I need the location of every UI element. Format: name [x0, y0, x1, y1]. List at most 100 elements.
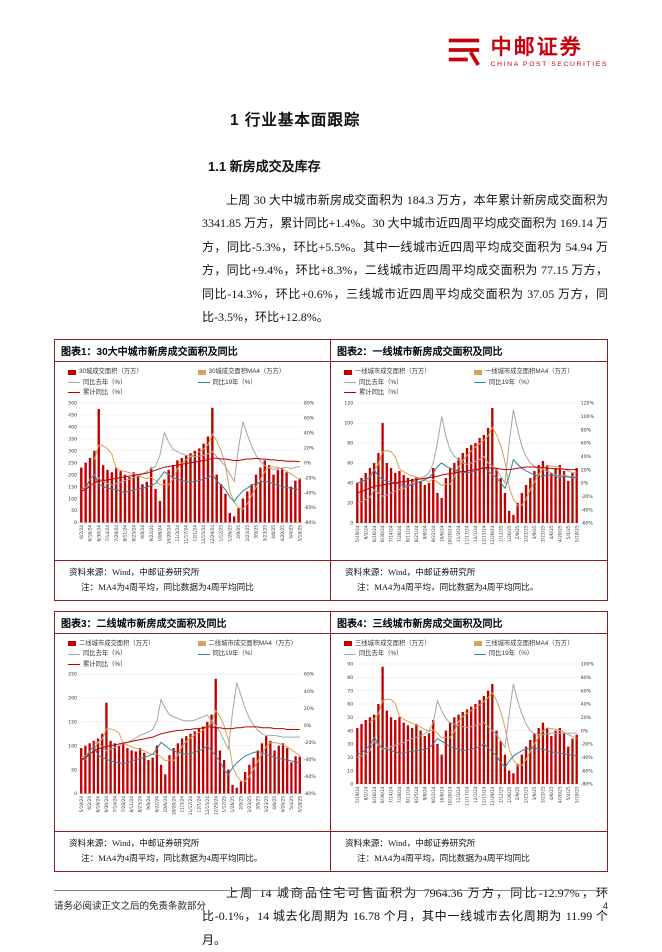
svg-text:3/9/25: 3/9/25 [254, 524, 260, 538]
svg-text:0: 0 [350, 781, 353, 787]
legend-label: 同比19年（%） [212, 650, 257, 658]
chart-table-top: 图表1：30大中城市新房成交面积及同比 图表2：一线城市新房成交面积及同比 30… [54, 339, 608, 601]
svg-text:150: 150 [68, 720, 77, 726]
svg-text:80: 80 [347, 675, 353, 681]
svg-text:20: 20 [347, 755, 353, 761]
svg-text:10/6/24: 10/6/24 [158, 524, 164, 541]
svg-text:2/9/25: 2/9/25 [239, 796, 245, 810]
legend-item: 同比19年（%） [474, 649, 604, 658]
svg-text:200: 200 [68, 472, 77, 478]
section-title: 1 行业基本面跟踪 [230, 112, 361, 129]
svg-text:9/22/24: 9/22/24 [431, 525, 437, 542]
body-paragraph-1: 上周 30 大中城市新房成交面积为 184.3 万方，本年累计新房成交面积为 3… [202, 193, 608, 324]
svg-text:50: 50 [347, 715, 353, 721]
svg-text:1/26/25: 1/26/25 [507, 786, 513, 803]
svg-text:12/1/24: 12/1/24 [473, 786, 479, 803]
svg-text:200: 200 [68, 696, 77, 702]
legend-label: 累计同比（%） [359, 389, 403, 397]
svg-text:20%: 20% [581, 715, 592, 721]
svg-text:7/28/24: 7/28/24 [397, 525, 403, 542]
svg-text:100: 100 [68, 744, 77, 750]
legend-item: 累计同比（%） [68, 388, 198, 397]
svg-text:10/6/24: 10/6/24 [439, 525, 445, 542]
svg-text:9/8/24: 9/8/24 [422, 786, 428, 800]
svg-text:12/15/24: 12/15/24 [481, 786, 487, 806]
legend-label: 同比去年（%） [83, 650, 127, 658]
svg-text:500: 500 [68, 400, 77, 406]
chart-footnote-4: 资料来源：Wind，中邮证券研究所 注：MA4为4周平均，同比数据为4周平均同比 [331, 830, 607, 871]
svg-text:-20%: -20% [304, 475, 317, 481]
legend-item: 三线城市成交面积MA4（万方） [474, 639, 604, 648]
svg-text:8/11/24: 8/11/24 [406, 525, 412, 542]
svg-text:-40%: -40% [581, 507, 594, 513]
svg-text:11/17/24: 11/17/24 [188, 796, 194, 816]
svg-text:1/12/25: 1/12/25 [498, 525, 504, 542]
svg-text:450: 450 [68, 412, 77, 418]
svg-text:11/17/24: 11/17/24 [465, 525, 471, 545]
svg-text:9/8/24: 9/8/24 [422, 525, 428, 539]
chart-cell-4: 三线城市成交面积（万方） 三线城市成交面积MA4（万方） 同比去年（%） 同比19年（… [331, 633, 607, 831]
svg-text:50: 50 [71, 767, 77, 773]
svg-text:100: 100 [68, 496, 77, 502]
svg-text:40%: 40% [304, 689, 315, 695]
svg-text:0: 0 [74, 791, 77, 797]
legend-swatch [344, 641, 352, 647]
svg-text:10/6/24: 10/6/24 [163, 796, 169, 813]
svg-text:4/20/25: 4/20/25 [557, 786, 563, 803]
legend-swatch [197, 369, 206, 375]
chart-svg-2: 0 50 100 150 200 250 -80% -60% -40% -20% 0% 20% 40% 6… [68, 672, 317, 816]
svg-text:300: 300 [68, 448, 77, 454]
svg-text:-60%: -60% [581, 768, 594, 774]
svg-text:12/15/24: 12/15/24 [201, 524, 207, 544]
legend-item: 三线城市成交面积（万方） [344, 639, 474, 648]
page-number: 4 [602, 901, 608, 912]
svg-text:12/1/24: 12/1/24 [192, 524, 198, 541]
svg-text:2/9/25: 2/9/25 [515, 525, 521, 539]
svg-text:7/28/24: 7/28/24 [114, 524, 120, 541]
svg-text:6/16/24: 6/16/24 [372, 525, 378, 542]
svg-text:10/20/24: 10/20/24 [448, 525, 454, 545]
svg-text:0: 0 [350, 520, 353, 526]
brand-logo-icon [445, 31, 483, 74]
legend-item: 累计同比（%） [68, 660, 198, 669]
svg-text:1/12/25: 1/12/25 [222, 796, 228, 813]
svg-text:6/30/24: 6/30/24 [380, 525, 386, 542]
svg-text:0%: 0% [581, 728, 589, 734]
svg-text:100: 100 [344, 420, 353, 426]
legend-swatch [68, 663, 80, 665]
svg-text:-80%: -80% [304, 791, 317, 797]
chart-footnote-3: 资料来源：Wind，中邮证券研究所 注：MA4为4周平均，同比数据为4周平均同比… [55, 830, 331, 871]
chart-legend-0: 30城成交面积（万方） 30城成交面积MA4（万方） 同比去年（%） 同比19年（%）… [56, 364, 329, 398]
svg-text:80: 80 [347, 440, 353, 446]
legend-label: 同比去年（%） [359, 378, 403, 386]
svg-text:12/29/24: 12/29/24 [490, 525, 496, 545]
legend-label: 一线城市成交面积（万方） [355, 368, 431, 376]
svg-text:5/19/24: 5/19/24 [79, 796, 85, 813]
svg-text:0: 0 [74, 520, 77, 526]
chart-legend-1: 一线城市成交面积（万方） 一线城市成交面积MA4（万方） 同比去年（%） 同比19年（… [332, 364, 606, 398]
svg-text:0%: 0% [304, 723, 312, 729]
svg-text:2/23/25: 2/23/25 [247, 796, 253, 813]
svg-text:7/14/24: 7/14/24 [389, 786, 395, 803]
svg-text:3/9/25: 3/9/25 [532, 525, 538, 539]
svg-text:70: 70 [347, 688, 353, 694]
svg-text:3/23/25: 3/23/25 [541, 525, 547, 542]
svg-text:0%: 0% [304, 460, 312, 466]
svg-text:6/30/24: 6/30/24 [380, 786, 386, 803]
svg-text:6/16/24: 6/16/24 [96, 796, 102, 813]
svg-text:-20%: -20% [581, 494, 594, 500]
legend-item: 同比去年（%） [68, 378, 198, 387]
svg-text:1/26/25: 1/26/25 [227, 524, 233, 541]
chart-note-4: 注：MA4为4周平均，同比数据为4周平均同比 [357, 852, 530, 863]
svg-text:9/8/24: 9/8/24 [140, 524, 146, 538]
svg-text:1/26/25: 1/26/25 [230, 796, 236, 813]
svg-text:8/25/24: 8/25/24 [131, 524, 137, 541]
svg-text:-40%: -40% [304, 757, 317, 763]
chart-source-1: 资料来源：Wind，中邮证券研究所 [69, 566, 200, 577]
svg-text:60%: 60% [581, 440, 592, 446]
legend-label: 三线城市成交面积MA4（万方） [485, 639, 574, 647]
legend-swatch [474, 641, 482, 647]
svg-text:4/20/25: 4/20/25 [280, 524, 286, 541]
svg-text:60%: 60% [304, 415, 315, 421]
chart-note-1: 注：MA4为4周平均，同比数据为4周平均同比 [81, 581, 254, 592]
